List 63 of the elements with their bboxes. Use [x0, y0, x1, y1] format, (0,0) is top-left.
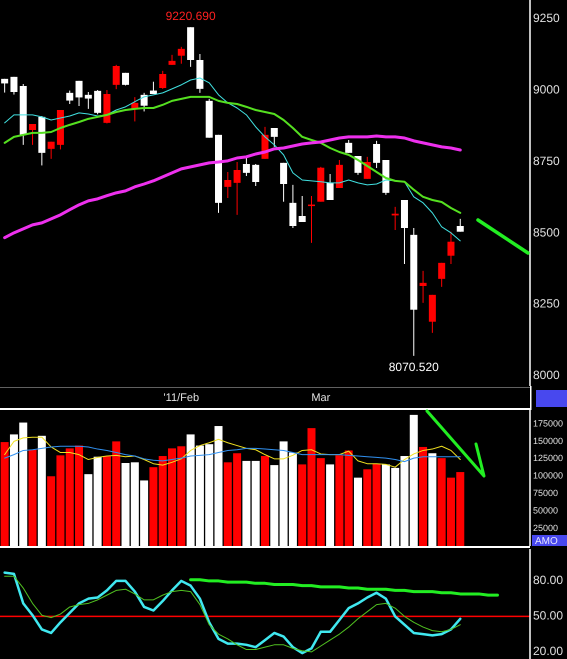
- y-tick-label: 8000: [533, 368, 560, 382]
- y-tick-label: 125000: [533, 453, 564, 464]
- candlestick: [308, 196, 315, 244]
- text: AMO: [535, 536, 558, 547]
- candlestick: [280, 162, 288, 202]
- line-series: [189, 578, 499, 597]
- y-tick-label: 8500: [533, 225, 560, 240]
- candlestick: [1, 78, 8, 94]
- bar: [419, 446, 428, 546]
- candlestick: [66, 90, 74, 104]
- line-series: [3, 134, 462, 240]
- candlestick: [438, 262, 446, 288]
- y-tick-label: 100000: [533, 470, 564, 481]
- annotation: 9220.690: [166, 9, 216, 24]
- candlestick: [48, 141, 55, 160]
- candlestick: [270, 128, 278, 148]
- candlestick: [336, 160, 343, 188]
- annotation: 8070.520: [388, 360, 440, 374]
- candlestick: [234, 162, 241, 216]
- y-tick-label: 75000: [533, 488, 558, 498]
- x-tick-label: '11/Feb: [164, 392, 200, 404]
- candlestick: [112, 64, 120, 90]
- candlestick: [122, 72, 130, 86]
- bar: [261, 456, 269, 546]
- candlestick: [178, 46, 185, 64]
- bar: [28, 450, 37, 546]
- candlestick: [242, 158, 250, 176]
- candlestick: [326, 174, 334, 200]
- candlestick: [420, 270, 427, 304]
- candlestick: [447, 231, 454, 264]
- bar: [0, 442, 9, 546]
- candlestick: [84, 92, 92, 110]
- line-series: [4, 436, 461, 468]
- line-series: [4, 446, 461, 462]
- candlestick: [159, 70, 166, 90]
- candlestick: [76, 80, 83, 106]
- x-tick-label: Mar: [311, 392, 331, 404]
- y-tick-label: 175000: [533, 418, 564, 428]
- candlestick: [150, 81, 157, 94]
- y-tick-label: 50.00: [533, 608, 564, 623]
- candlestick: [373, 140, 380, 168]
- y-tick-label: 9250: [533, 11, 560, 26]
- candlestick: [392, 206, 399, 230]
- y-tick-label: 8250: [533, 296, 560, 311]
- candlestick: [456, 218, 464, 232]
- candlestick: [289, 184, 296, 228]
- y-tick-label: 8750: [533, 154, 560, 168]
- candlestick: [224, 172, 232, 198]
- y-tick-label: 150000: [533, 436, 564, 446]
- candlestick: [298, 196, 306, 222]
- y-tick-label: 20.00: [533, 644, 564, 658]
- line-series: [4, 96, 462, 214]
- y-tick-label: 80.00: [533, 573, 564, 588]
- candlestick: [345, 140, 352, 154]
- candlestick: [29, 124, 36, 146]
- candlestick: [10, 76, 18, 96]
- candlestick: [168, 54, 176, 66]
- candlestick: [94, 90, 102, 115]
- y-tick-label: 50000: [533, 506, 558, 516]
- line-series: [4, 78, 461, 242]
- y-tick-label: 25000: [533, 522, 558, 533]
- candlestick: [252, 164, 260, 186]
- y-tick-label: 9000: [533, 82, 560, 96]
